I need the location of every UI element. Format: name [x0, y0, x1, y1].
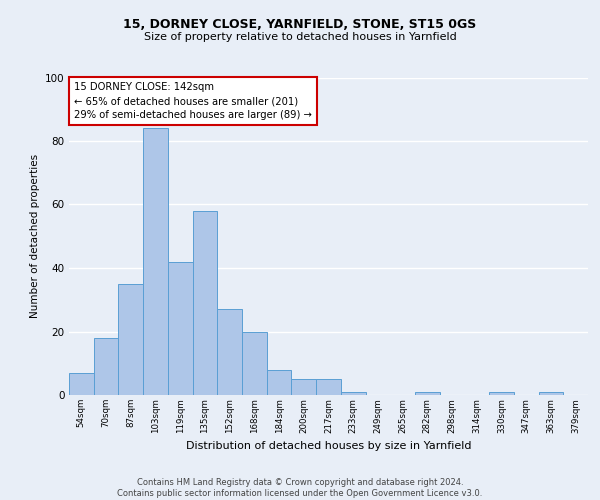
Bar	[415, 392, 440, 395]
Bar	[489, 392, 514, 395]
Text: 15 DORNEY CLOSE: 142sqm
← 65% of detached houses are smaller (201)
29% of semi-d: 15 DORNEY CLOSE: 142sqm ← 65% of detache…	[74, 82, 312, 120]
X-axis label: Distribution of detached houses by size in Yarnfield: Distribution of detached houses by size …	[186, 441, 471, 451]
Bar	[316, 379, 341, 395]
Bar	[94, 338, 118, 395]
Bar	[118, 284, 143, 395]
Bar	[69, 373, 94, 395]
Bar	[539, 392, 563, 395]
Bar	[267, 370, 292, 395]
Text: Size of property relative to detached houses in Yarnfield: Size of property relative to detached ho…	[143, 32, 457, 42]
Bar	[341, 392, 365, 395]
Text: Contains HM Land Registry data © Crown copyright and database right 2024.
Contai: Contains HM Land Registry data © Crown c…	[118, 478, 482, 498]
Bar	[143, 128, 168, 395]
Bar	[168, 262, 193, 395]
Y-axis label: Number of detached properties: Number of detached properties	[29, 154, 40, 318]
Bar	[193, 211, 217, 395]
Bar	[292, 379, 316, 395]
Bar	[242, 332, 267, 395]
Text: 15, DORNEY CLOSE, YARNFIELD, STONE, ST15 0GS: 15, DORNEY CLOSE, YARNFIELD, STONE, ST15…	[124, 18, 476, 30]
Bar	[217, 310, 242, 395]
